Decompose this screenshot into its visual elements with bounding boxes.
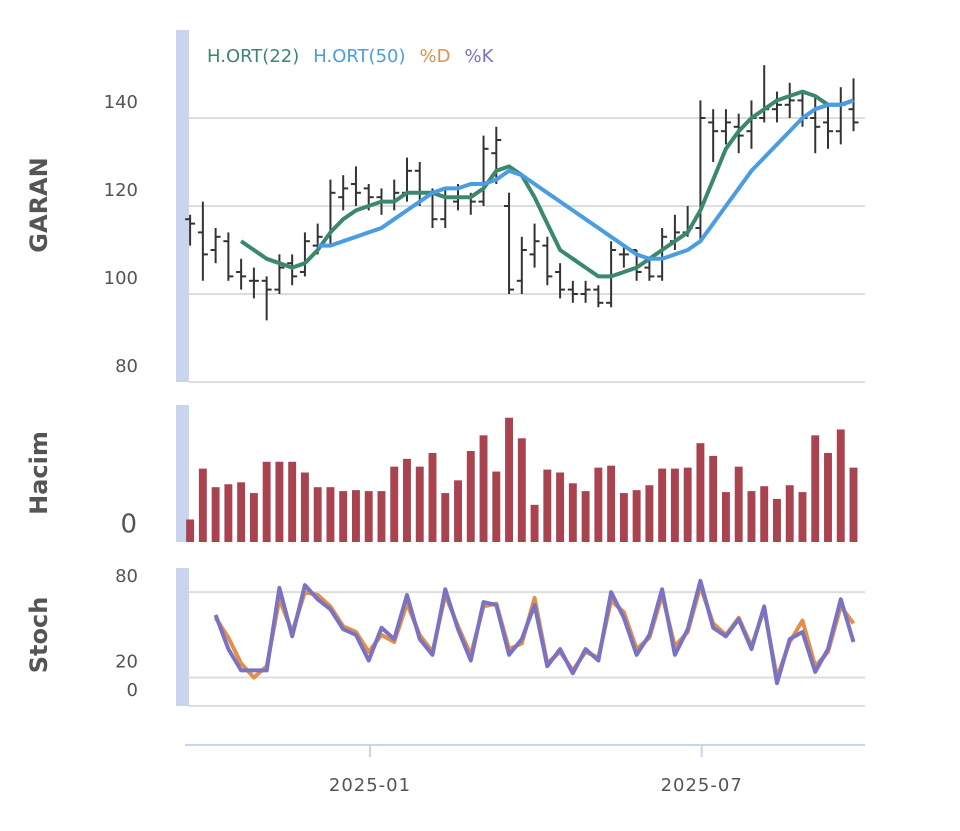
bar [734, 466, 743, 542]
bar [313, 487, 322, 542]
bar [300, 472, 309, 542]
panel-handle [176, 405, 189, 542]
bar [224, 484, 233, 542]
bar [339, 491, 348, 542]
bar [683, 467, 692, 542]
bar [454, 480, 462, 542]
bar [721, 492, 730, 542]
bar [645, 485, 654, 542]
bar [352, 490, 360, 542]
bar [415, 466, 424, 542]
bar [658, 468, 667, 542]
bar [811, 435, 820, 542]
bar [568, 483, 577, 542]
panel-handle [176, 568, 189, 706]
bar [211, 487, 220, 542]
bar [581, 491, 590, 542]
y-tick-label: 0 [120, 510, 137, 540]
series-line [213, 578, 856, 686]
bar [262, 461, 271, 542]
bar [849, 467, 858, 542]
bar [492, 471, 501, 542]
bar [607, 465, 616, 542]
bar [390, 466, 399, 542]
bar [632, 490, 641, 542]
y-axis-label: Hacim [25, 431, 53, 515]
y-axis-label: Stoch [25, 597, 53, 674]
bar [288, 461, 297, 542]
bar [505, 417, 514, 542]
bar [530, 504, 539, 542]
bar [785, 485, 794, 542]
x-tick-label: 2025-07 [661, 775, 743, 796]
bar [237, 482, 246, 542]
y-tick-label: 100 [104, 268, 138, 289]
bar [556, 472, 565, 542]
y-tick-label: 140 [104, 92, 138, 113]
bar [696, 443, 705, 542]
bar [186, 519, 195, 542]
y-axis-label: GARAN [25, 157, 53, 252]
bar [543, 469, 552, 542]
bar [747, 491, 756, 542]
legend-entry: %D [420, 46, 451, 67]
legend-entry: H.ORT(22) [207, 46, 299, 67]
bar [377, 491, 386, 542]
bar [760, 486, 769, 542]
series-line [317, 98, 855, 261]
bar [619, 493, 628, 542]
x-tick-label: 2025-01 [329, 775, 411, 796]
bar [364, 491, 373, 542]
y-tick-label: 20 [115, 652, 138, 673]
legend-entry: H.ORT(50) [313, 46, 405, 67]
bar [836, 429, 845, 542]
bar [249, 493, 258, 542]
bar [798, 492, 807, 542]
bar [403, 458, 411, 542]
bar [326, 487, 335, 542]
panel-handle [176, 30, 189, 382]
bar [275, 461, 284, 542]
y-tick-label: 120 [104, 180, 138, 201]
bar [670, 468, 679, 542]
bar [428, 452, 437, 542]
bar [709, 455, 718, 542]
bar [773, 498, 781, 542]
bar [198, 468, 207, 542]
bar [824, 452, 832, 542]
y-tick-label: 80 [115, 566, 138, 587]
bar [479, 435, 488, 542]
bar [441, 493, 450, 542]
y-tick-label: 0 [127, 680, 138, 701]
bar [466, 450, 475, 542]
series-line [239, 89, 855, 279]
legend-entry: %K [464, 46, 494, 67]
bar [594, 467, 603, 542]
bar [517, 438, 526, 542]
y-tick-label: 80 [115, 356, 138, 377]
